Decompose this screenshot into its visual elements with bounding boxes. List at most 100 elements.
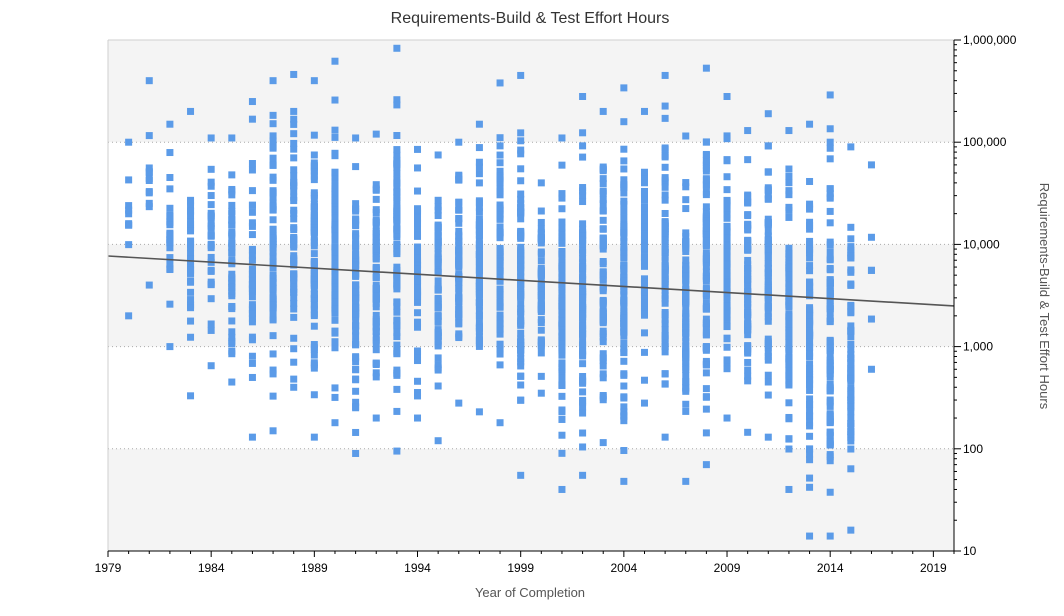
- data-point: [187, 198, 195, 206]
- data-point: [558, 134, 566, 142]
- data-point: [228, 221, 236, 229]
- data-point: [558, 359, 566, 367]
- data-point: [558, 281, 566, 289]
- data-point: [290, 305, 298, 313]
- data-point: [393, 151, 401, 159]
- data-point: [352, 341, 360, 349]
- data-point: [640, 204, 648, 212]
- data-point: [806, 376, 814, 384]
- data-point: [248, 166, 256, 174]
- data-point: [228, 216, 236, 224]
- data-point: [723, 261, 731, 269]
- data-point: [145, 77, 153, 85]
- data-point: [290, 182, 298, 190]
- data-point: [166, 231, 174, 239]
- data-point: [806, 338, 814, 346]
- data-point: [228, 292, 236, 300]
- data-point: [331, 272, 339, 280]
- data-point: [496, 267, 504, 275]
- data-point: [269, 142, 277, 150]
- data-point: [702, 289, 710, 297]
- data-point: [558, 333, 566, 341]
- data-point: [207, 231, 215, 239]
- data-point: [579, 372, 587, 380]
- data-point: [187, 244, 195, 252]
- data-point: [475, 266, 483, 274]
- data-point: [434, 259, 442, 267]
- data-point: [310, 131, 318, 139]
- data-point: [723, 248, 731, 256]
- data-point: [372, 359, 380, 367]
- data-point: [269, 350, 277, 358]
- data-point: [269, 206, 277, 214]
- data-point: [599, 316, 607, 324]
- data-point: [290, 255, 298, 263]
- data-point: [764, 110, 772, 118]
- data-point: [393, 213, 401, 221]
- trend-line-group: [107, 255, 955, 307]
- data-point: [682, 232, 690, 240]
- data-point: [744, 309, 752, 317]
- data-point: [744, 256, 752, 264]
- data-point: [517, 146, 525, 154]
- data-point: [228, 134, 236, 142]
- data-point: [455, 306, 463, 314]
- data-point: [620, 183, 628, 191]
- data-point: [331, 225, 339, 233]
- data-point: [661, 114, 669, 122]
- data-point: [537, 230, 545, 238]
- data-point: [414, 309, 422, 317]
- data-point: [826, 314, 834, 322]
- data-point: [269, 279, 277, 287]
- data-point: [310, 276, 318, 284]
- data-point: [145, 164, 153, 172]
- data-point: [764, 253, 772, 261]
- data-point: [269, 366, 277, 374]
- data-point: [702, 315, 710, 323]
- data-point: [517, 354, 525, 362]
- data-point: [496, 223, 504, 231]
- data-point: [248, 318, 256, 326]
- data-point: [826, 276, 834, 284]
- data-point: [764, 294, 772, 302]
- data-point: [125, 176, 133, 184]
- data-point: [661, 196, 669, 204]
- data-point: [558, 286, 566, 294]
- data-point: [310, 211, 318, 219]
- data-point: [269, 264, 277, 272]
- data-point: [352, 449, 360, 457]
- data-point: [207, 182, 215, 190]
- data-point: [702, 268, 710, 276]
- data-points: [125, 44, 875, 540]
- data-point: [434, 212, 442, 220]
- data-point: [579, 347, 587, 355]
- data-point: [682, 400, 690, 408]
- data-point: [455, 310, 463, 318]
- data-point: [744, 331, 752, 339]
- data-point: [620, 277, 628, 285]
- data-point: [207, 362, 215, 370]
- data-point: [310, 290, 318, 298]
- data-point: [496, 330, 504, 338]
- x-tick-label: 1979: [95, 561, 122, 575]
- data-point: [331, 304, 339, 312]
- data-point: [290, 279, 298, 287]
- data-point: [640, 214, 648, 222]
- data-point: [414, 357, 422, 365]
- data-point: [744, 270, 752, 278]
- data-point: [620, 303, 628, 311]
- data-point: [682, 318, 690, 326]
- data-point: [310, 163, 318, 171]
- data-point: [145, 199, 153, 207]
- data-point: [599, 362, 607, 370]
- data-point: [558, 161, 566, 169]
- data-point: [517, 150, 525, 158]
- data-point: [579, 360, 587, 368]
- data-point: [166, 120, 174, 128]
- data-point: [331, 344, 339, 352]
- y-axis-label: Requirements-Build & Test Effort Hours: [1037, 183, 1052, 410]
- data-point: [723, 253, 731, 261]
- data-point: [496, 211, 504, 219]
- data-point: [806, 349, 814, 357]
- data-point: [248, 304, 256, 312]
